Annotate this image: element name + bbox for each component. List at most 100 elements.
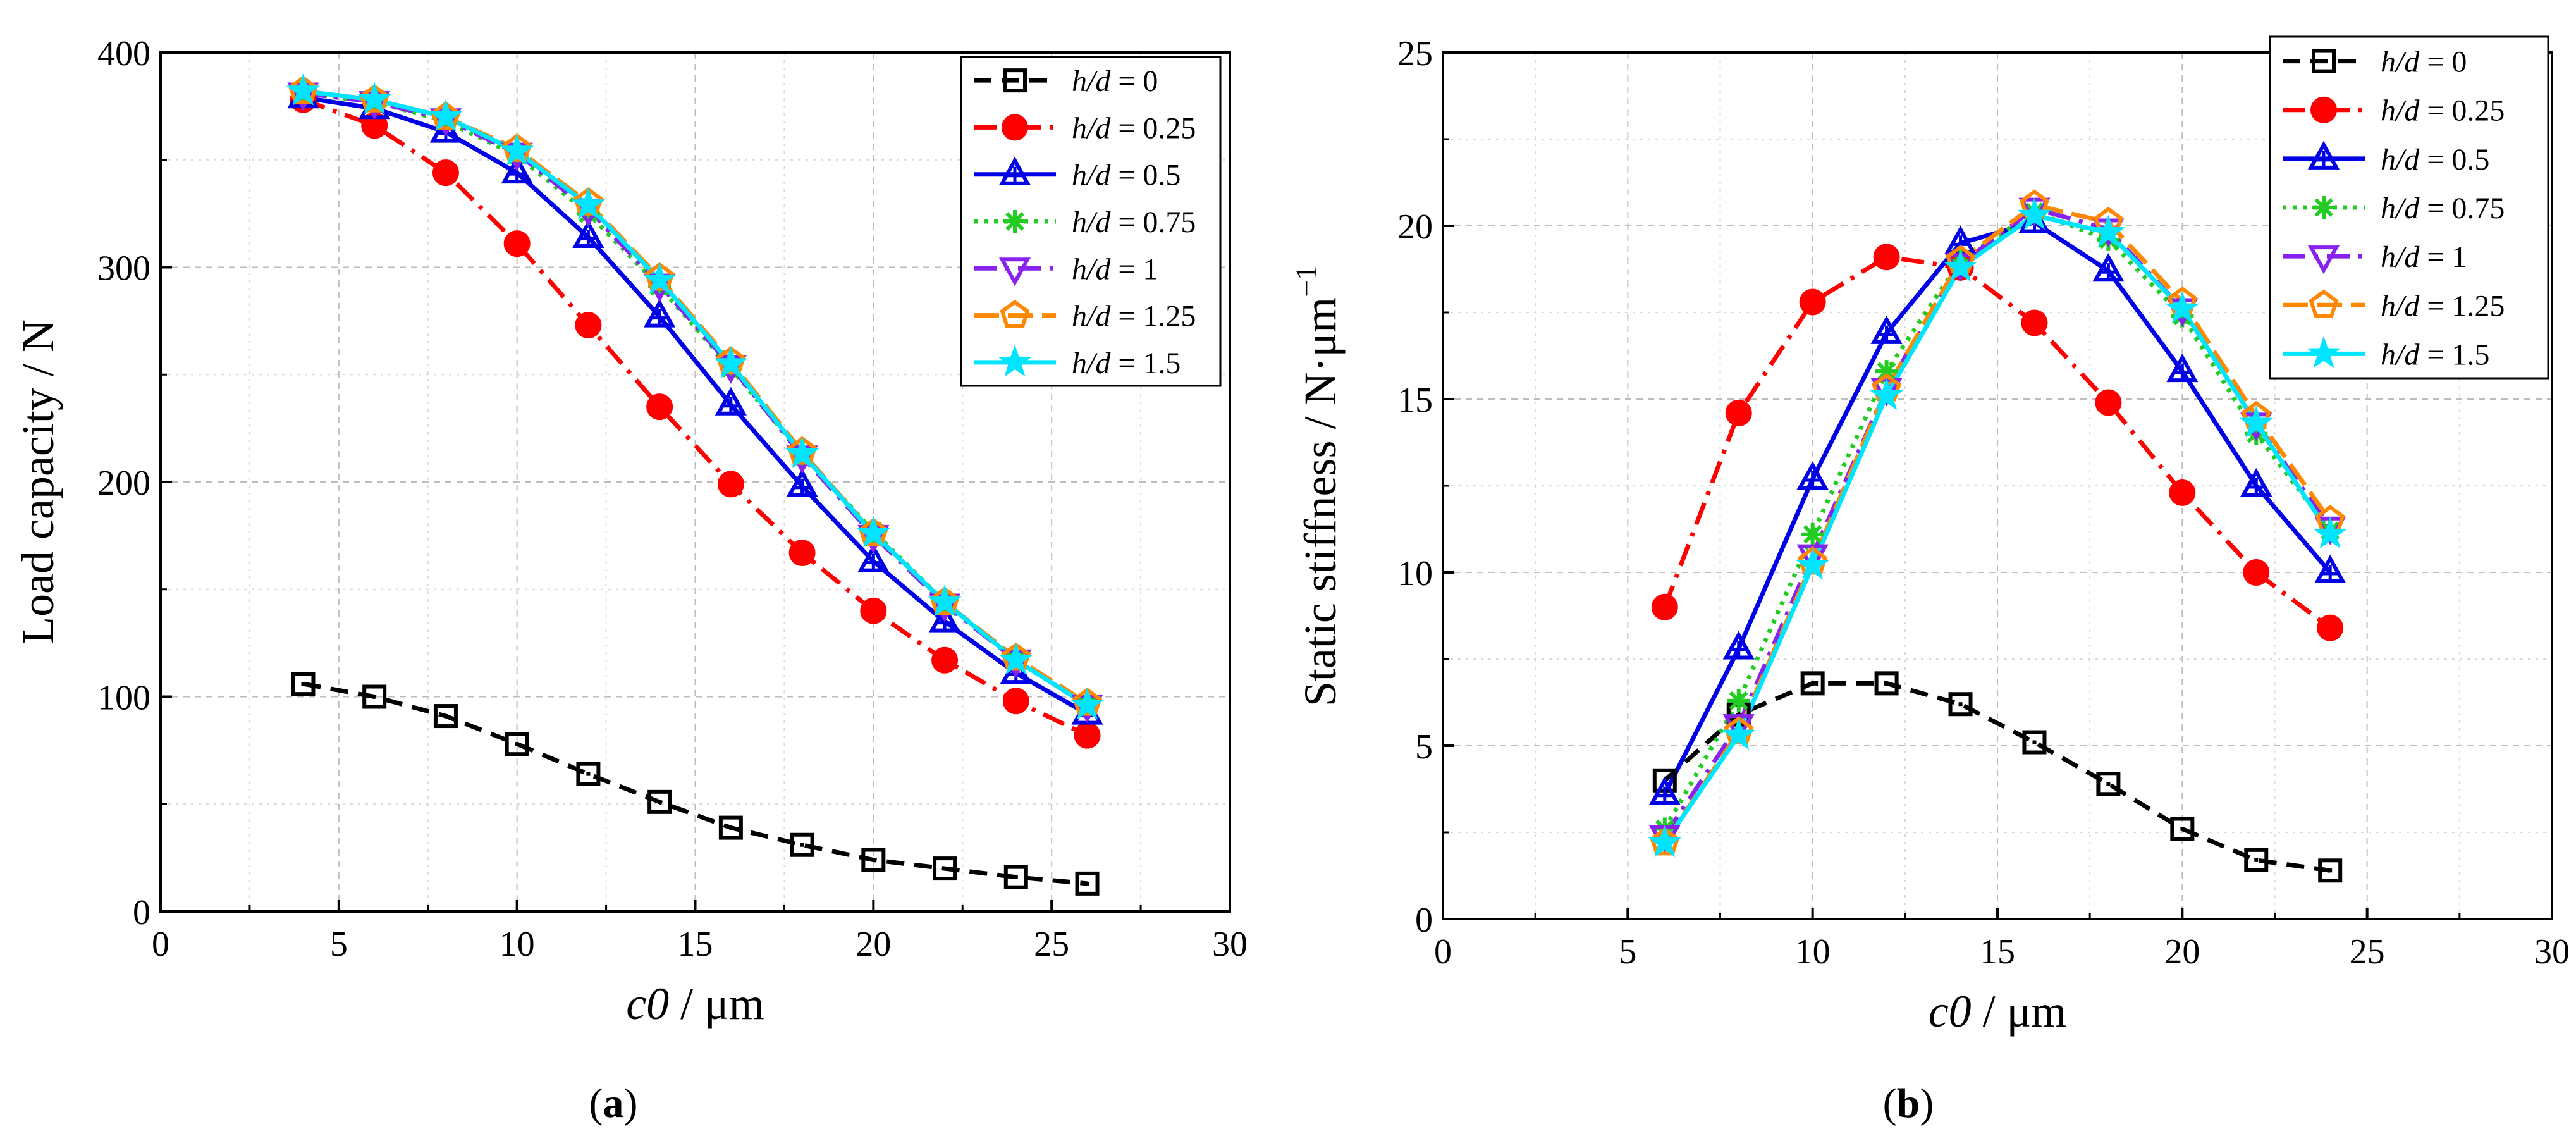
chart-b-data-point [2095, 389, 2122, 416]
chart-b-data-point [2096, 772, 2121, 796]
chart-a-legend-label: h/d = 0.5 [1072, 159, 1181, 192]
chart-b-data-point [2318, 858, 2343, 883]
chart-a-data-point [928, 584, 962, 617]
chart-a-legend-marker [998, 257, 1031, 287]
chart-a-data-point [288, 75, 318, 104]
chart-b-data-point [1798, 546, 1828, 575]
chart-b-data-point [2170, 817, 2195, 841]
chart-b-y-tick-label: 15 [1397, 381, 1433, 420]
chart-a-data-point [1070, 688, 1105, 720]
chart-b-legend-label: h/d = 0.75 [2381, 192, 2505, 225]
chart-a-data-point [1074, 722, 1101, 749]
chart-b-legend: h/d = 0 h/d = 0.25 h/d = 0.5 h/d = 0.75 h/d … [2269, 35, 2549, 380]
chart-b-data-point [2314, 554, 2346, 583]
chart-a-data-point [717, 471, 744, 498]
chart-a-data-point [505, 732, 529, 756]
chart-a-data-point [359, 83, 389, 113]
chart-a-data-point [929, 586, 960, 615]
chart-b-y-tick-label: 5 [1415, 727, 1433, 767]
chart-b-legend-marker [2312, 196, 2335, 219]
chart-b-data-point [1722, 717, 1756, 750]
chart-a-data-point [357, 82, 391, 114]
chart-b-legend-marker [2310, 96, 2337, 123]
chart-b-data-point [1722, 631, 1755, 660]
chart-a-data-point [362, 684, 387, 709]
chart-b-legend-box [2269, 35, 2549, 380]
chart-b-legend-label: h/d = 1 [2381, 240, 2467, 274]
chart-a-data-point [786, 468, 818, 497]
panel-label-a: (a) [589, 1080, 638, 1127]
chart-a-legend-marker [1000, 299, 1030, 328]
chart-a-data-point [714, 346, 748, 378]
chart-b-legend-marker [2307, 336, 2341, 369]
chart-b-y-tick-label: 10 [1397, 554, 1433, 593]
chart-b-legend-marker [2307, 245, 2340, 275]
chart-a-data-point [1002, 688, 1029, 715]
chart-a-data-point [931, 646, 959, 674]
chart-a-data-point [646, 393, 673, 421]
chart-b-data-point [2017, 197, 2052, 230]
chart-a-legend-label: h/d = 0.75 [1072, 206, 1196, 239]
chart-a-legend-label: h/d = 1.5 [1072, 347, 1181, 380]
chart-b-y-tick-label: 0 [1415, 901, 1433, 940]
chart-a-data-point [572, 219, 604, 248]
chart-a-data-point [576, 762, 601, 786]
chart-a-data-point [1075, 871, 1100, 896]
chart-b-data-point [2313, 516, 2347, 549]
chart-a-data-point [573, 187, 603, 216]
chart-b-data-point [1724, 716, 1754, 745]
chart-a-data-point [1072, 687, 1103, 716]
chart-b-data-point [1648, 776, 1681, 805]
chart-a-data-point [785, 436, 819, 469]
chart-b-y-tick-label: 25 [1397, 34, 1433, 73]
chart-b-data-point [1943, 249, 1978, 282]
chart-a-data-point [1001, 642, 1031, 671]
chart-b-legend-label: h/d = 0.5 [2381, 143, 2489, 176]
chart-a-data-point [1003, 865, 1028, 889]
chart-a-data-point [571, 187, 606, 219]
chart-a-data-point [500, 133, 534, 166]
chart-b-y-tick-label: 20 [1397, 207, 1433, 247]
chart-b-data-point [1874, 671, 1899, 696]
chart-b-data-point [2243, 559, 2270, 586]
chart-b-data-point [1869, 378, 1904, 411]
chart-a-data-point [644, 262, 675, 291]
chart-b-series-markers-6 [1648, 197, 2347, 858]
chart-a-data-point [788, 540, 816, 567]
chart-a-series-line-1 [302, 97, 1089, 738]
chart-a-data-point [861, 848, 886, 872]
chart-b-x-tick-label: 5 [1619, 932, 1636, 972]
chart-a-y-tick-label: 400 [97, 34, 150, 73]
chart-a-series-markers-1 [290, 86, 1101, 749]
chart-b-legend-marker [2309, 289, 2339, 318]
chart-b-data-point [2166, 353, 2199, 383]
chart-a-data-point [431, 101, 461, 130]
chart-a-x-tick-label: 5 [330, 925, 348, 964]
chart-b-data-point [1948, 692, 1973, 717]
chart-b-data-point [1795, 547, 1830, 580]
chart-a-legend-marker [998, 344, 1032, 377]
chart-a-x-tick-label: 0 [152, 925, 169, 964]
chart-a-y-tick-label: 100 [97, 679, 150, 718]
chart-b-data-point [1800, 671, 1825, 696]
chart-b-x-tick-label: 25 [2350, 932, 2385, 972]
chart-a-data-point [575, 312, 602, 339]
chart-b-series-line-1 [1662, 254, 2332, 630]
chart-b-series-line-6 [1662, 213, 2333, 844]
chart-b-data-point [2165, 291, 2200, 324]
chart-a-y-tick-label: 200 [97, 464, 150, 503]
chart-a-data-point [429, 99, 463, 132]
chart-a-data-point [502, 133, 532, 162]
chart-a-x-tick-label: 20 [856, 925, 891, 964]
chart-a-legend-label: h/d = 1.25 [1072, 300, 1196, 333]
chart-a-x-tick-label: 15 [678, 925, 713, 964]
chart-b-data-point [2022, 730, 2047, 755]
chart-b-data-point [2317, 614, 2344, 641]
chart-a-data-point [432, 159, 459, 187]
chart-b-data-point [1650, 827, 1680, 856]
chart-b-series-line-0 [1663, 681, 2331, 873]
chart-b-x-axis-title: c0 / μm [1929, 986, 2067, 1037]
chart-b-data-point [2021, 309, 2048, 336]
